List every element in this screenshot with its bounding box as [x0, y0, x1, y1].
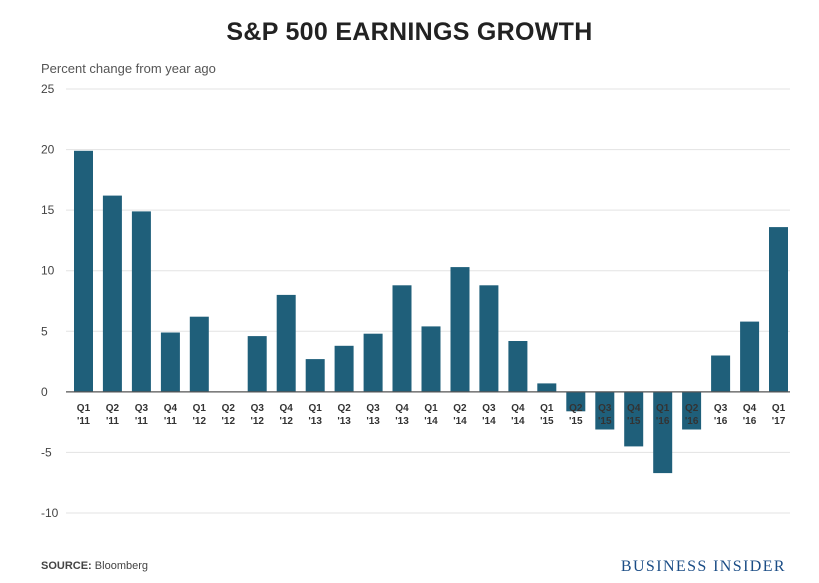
x-tick-label-quarter: Q2	[453, 403, 467, 414]
bar	[131, 211, 151, 392]
x-tick-label-year: '13	[395, 416, 409, 427]
x-tick-label-quarter: Q2	[106, 403, 120, 414]
x-tick-label-year: '12	[222, 416, 236, 427]
x-tick-label-year: '16	[714, 416, 728, 427]
x-tick-label-quarter: Q1	[424, 403, 438, 414]
bar	[363, 333, 383, 392]
x-tick-label-quarter: Q1	[308, 403, 322, 414]
x-tick-label-quarter: Q2	[222, 403, 236, 414]
x-tick-label-year: '16	[656, 416, 670, 427]
x-tick-label-year: '11	[77, 416, 90, 427]
bar	[450, 267, 470, 392]
x-tick-label-quarter: Q3	[598, 403, 612, 414]
y-tick-label: 20	[41, 143, 55, 157]
x-tick-label-quarter: Q1	[540, 403, 554, 414]
chart-title: S&P 500 EARNINGS GROWTH	[226, 18, 593, 46]
y-tick-label: -10	[41, 506, 59, 520]
bar	[392, 285, 412, 392]
x-tick-label-quarter: Q4	[627, 403, 641, 414]
bar	[682, 391, 702, 430]
x-tick-label-year: '15	[627, 416, 641, 427]
x-tick-label-quarter: Q3	[482, 403, 496, 414]
bar	[769, 227, 788, 392]
y-tick-label: 0	[41, 385, 48, 399]
x-tick-label-quarter: Q4	[511, 403, 525, 414]
x-tick-label-year: '16	[743, 416, 757, 427]
x-tick-label-quarter: Q4	[164, 403, 178, 414]
x-tick-label-quarter: Q3	[714, 403, 728, 414]
x-tick-label-quarter: Q4	[743, 403, 757, 414]
bar	[566, 391, 586, 412]
x-tick-label-quarter: Q3	[135, 403, 149, 414]
x-tick-label-year: '17	[772, 416, 786, 427]
x-tick-label-quarter: Q2	[569, 403, 583, 414]
x-tick-label-quarter: Q4	[280, 403, 294, 414]
x-tick-label-year: '14	[511, 416, 525, 427]
x-tick-label-quarter: Q2	[337, 403, 351, 414]
x-tick-label-year: '15	[598, 416, 612, 427]
x-tick-label-year: '15	[540, 416, 554, 427]
x-tick-label-year: '14	[482, 416, 496, 427]
gridlines: 25 20 15 10 5 0 -5 -10	[41, 82, 790, 520]
x-tick-label-year: '11	[135, 416, 148, 427]
x-tick-label-year: '12	[193, 416, 207, 427]
x-tick-label-quarter: Q1	[772, 403, 786, 414]
bar	[160, 332, 180, 392]
bar	[334, 345, 354, 392]
bar	[537, 383, 557, 392]
bar	[421, 326, 441, 392]
bar	[305, 359, 325, 392]
x-tick-label-quarter: Q3	[366, 403, 380, 414]
x-tick-label-year: '13	[308, 416, 322, 427]
x-tick-label-quarter: Q3	[251, 403, 265, 414]
x-tick-label-year: '16	[685, 416, 699, 427]
category-labels: Q1 '11 Q2 '11 Q3 '11 Q4 '11 Q1 '12 Q2 '12 Q3 '12 Q4 '12…	[77, 403, 786, 427]
bar	[595, 391, 615, 430]
x-tick-label-year: '14	[453, 416, 467, 427]
x-tick-label-year: '13	[337, 416, 351, 427]
y-tick-label: 15	[41, 203, 55, 217]
x-tick-label-quarter: Q1	[77, 403, 91, 414]
x-tick-label-quarter: Q2	[685, 403, 699, 414]
brand-logo: BUSINESS INSIDER	[620, 558, 786, 575]
bars	[74, 150, 788, 474]
x-tick-label-year: '11	[106, 416, 119, 427]
y-tick-label: 5	[41, 324, 48, 338]
bar	[102, 195, 122, 392]
x-tick-label-year: '12	[279, 416, 293, 427]
bar	[276, 294, 296, 392]
bar	[74, 150, 93, 392]
x-tick-label-year: '14	[424, 416, 438, 427]
source-note: SOURCE: Bloomberg	[41, 560, 148, 572]
y-tick-label: 25	[41, 82, 55, 96]
x-tick-label-year: '13	[366, 416, 380, 427]
bar	[740, 321, 760, 392]
x-tick-label-quarter: Q4	[395, 403, 409, 414]
y-tick-label: -5	[41, 445, 52, 459]
y-axis-label: Percent change from year ago	[41, 61, 216, 76]
x-tick-label-year: '11	[164, 416, 177, 427]
x-tick-label-year: '15	[569, 416, 583, 427]
bar	[508, 341, 528, 392]
x-tick-label-quarter: Q1	[193, 403, 207, 414]
bar	[624, 391, 644, 447]
bar	[479, 285, 499, 392]
x-tick-label-year: '12	[250, 416, 264, 427]
bar	[711, 355, 731, 392]
bar	[653, 391, 673, 474]
source-text: Bloomberg	[94, 560, 148, 572]
y-tick-label: 10	[41, 264, 55, 278]
source-label: SOURCE:	[41, 560, 92, 572]
bar	[247, 336, 267, 392]
bar	[189, 316, 209, 392]
x-tick-label-quarter: Q1	[656, 403, 670, 414]
